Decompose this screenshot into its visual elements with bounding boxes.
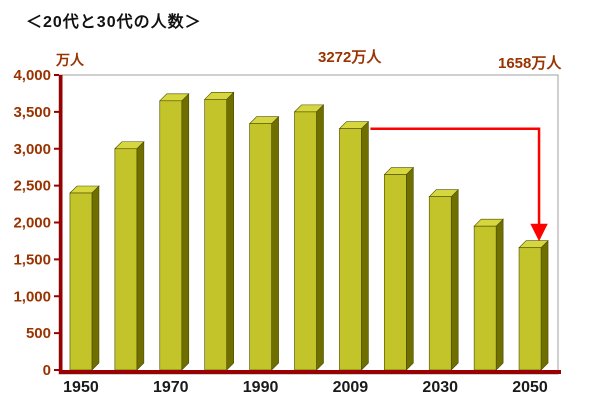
y-axis-line (59, 75, 63, 374)
bar-side-1970 (181, 93, 190, 371)
y-tick-label: 3,000 (13, 141, 51, 158)
y-tick-label: 3,500 (13, 104, 51, 121)
x-tick-label: 2050 (512, 379, 548, 396)
bar-1990 (249, 123, 272, 371)
bar-side-2030 (450, 188, 459, 371)
bar-2040 (473, 225, 497, 371)
bar-side-2040 (495, 218, 504, 371)
y-tick-label: 4,000 (13, 67, 51, 84)
x-tick-label: 1990 (243, 379, 279, 396)
y-tick-label: 500 (26, 325, 51, 342)
bar-2030 (428, 196, 452, 371)
bar-side-2009 (361, 120, 369, 371)
annotation-2009-value: 3272万人 (318, 49, 382, 66)
bar-2020 (384, 174, 407, 371)
bar-1980 (204, 99, 227, 371)
bar-side-2000 (316, 104, 324, 371)
bar-1960 (114, 148, 138, 371)
bar-side-1980 (226, 91, 234, 371)
bar-2050 (518, 247, 542, 371)
bar-side-2020 (406, 166, 414, 371)
x-axis-line (59, 370, 561, 374)
x-tick-label: 2009 (333, 379, 369, 396)
bar-2009 (339, 128, 362, 371)
bar-1950 (69, 192, 93, 371)
bar-1970 (159, 100, 183, 371)
x-tick-label: 2030 (422, 379, 458, 396)
y-tick-label: 2,500 (13, 178, 51, 195)
y-tick-label: 0 (43, 362, 51, 379)
bar-side-2050 (540, 239, 549, 371)
y-tick-label: 1,500 (13, 251, 51, 268)
annotation-2050-value: 1658万人 (498, 55, 562, 72)
bar-2000 (294, 111, 317, 371)
y-tick-label: 1,000 (13, 288, 51, 305)
y-tick-label: 2,000 (13, 215, 51, 232)
bar-side-1960 (136, 141, 145, 371)
x-tick-label: 1970 (153, 379, 189, 396)
bar-side-1990 (271, 115, 279, 371)
decline-arrow (370, 127, 548, 242)
bar-side-1950 (91, 185, 100, 371)
chart-title: ＜20代と30代の人数＞ (26, 14, 202, 31)
y-axis-unit-label: 万人 (56, 52, 84, 68)
x-tick-label: 1950 (63, 379, 99, 396)
